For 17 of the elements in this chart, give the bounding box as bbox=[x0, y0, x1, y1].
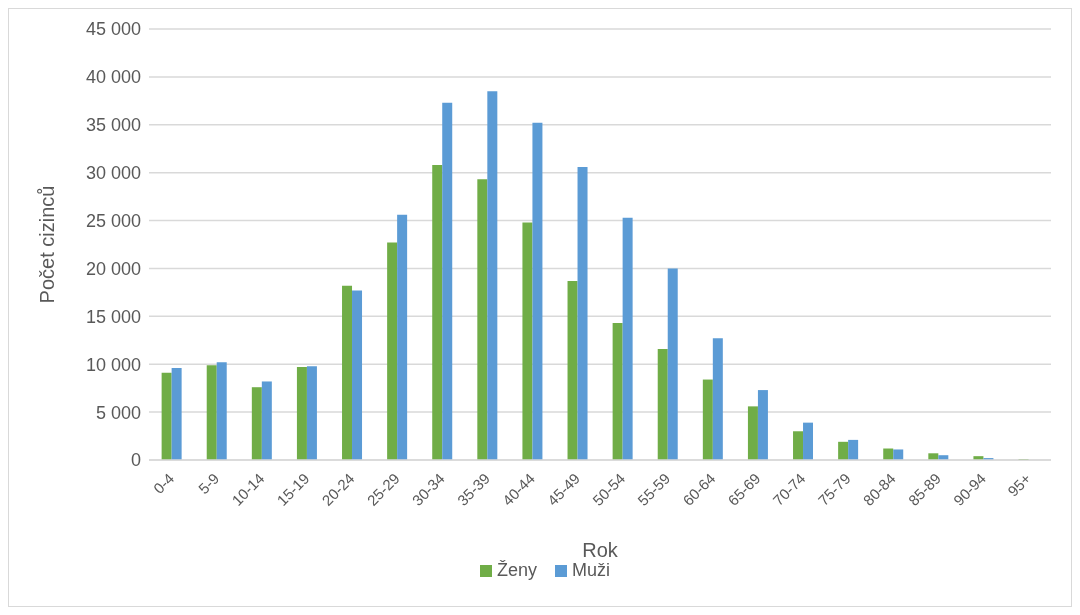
y-tick-label: 10 000 bbox=[85, 354, 141, 375]
y-tick-label: 0 bbox=[130, 450, 141, 471]
legend-label: Ženy bbox=[495, 560, 537, 581]
y-tick-label: 15 000 bbox=[85, 306, 141, 327]
y-tick-label: 5 000 bbox=[95, 402, 141, 423]
y-tick-label: 40 000 bbox=[85, 67, 141, 88]
y-tick-label: 20 000 bbox=[85, 258, 141, 279]
y-tick-label: 30 000 bbox=[85, 163, 141, 184]
x-tick-label: 5-9 bbox=[194, 469, 223, 497]
y-tick-label: 35 000 bbox=[85, 115, 141, 136]
x-tick-label: 0-4 bbox=[149, 469, 178, 497]
legend-label: Muži bbox=[571, 560, 611, 581]
y-axis-title: Počet cizinců bbox=[36, 185, 59, 304]
y-tick-label: 45 000 bbox=[85, 19, 141, 40]
x-axis-title: Rok bbox=[582, 539, 619, 561]
x-tick-label: 95+ bbox=[1004, 469, 1035, 500]
y-tick-label: 25 000 bbox=[85, 210, 141, 231]
